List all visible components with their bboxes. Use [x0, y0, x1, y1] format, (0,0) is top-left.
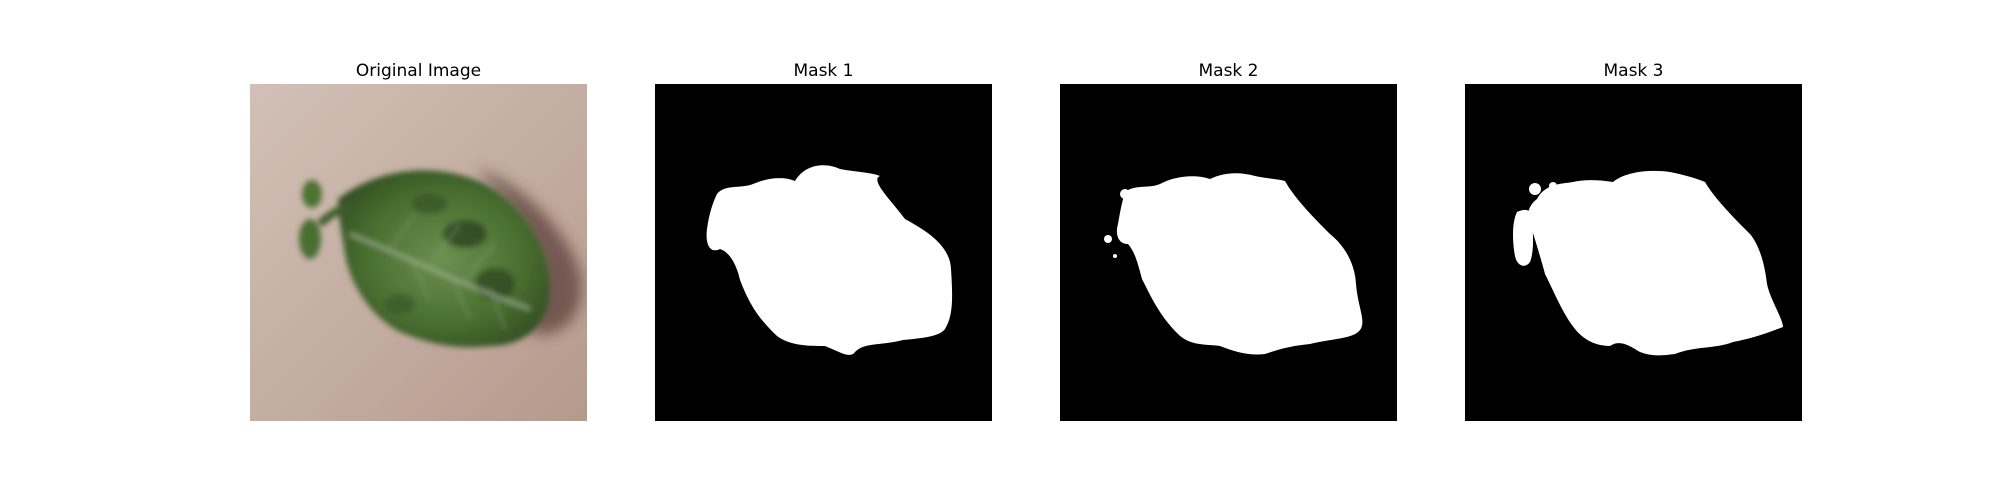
panel-mask-2: Mask 2 — [1060, 58, 1397, 421]
panel-mask-3: Mask 3 — [1465, 58, 1802, 421]
original-image — [250, 84, 587, 421]
panel-title: Mask 2 — [1198, 61, 1259, 81]
panel-original-image: Original Image — [250, 58, 587, 421]
panel-title: Mask 1 — [793, 61, 854, 81]
mask-2-image — [1060, 84, 1397, 421]
panel-mask-1: Mask 1 — [655, 58, 992, 421]
mask-3-image — [1465, 84, 1802, 421]
mask-1-image — [655, 84, 992, 421]
panel-title: Mask 3 — [1603, 61, 1664, 81]
panel-title: Original Image — [355, 61, 482, 81]
